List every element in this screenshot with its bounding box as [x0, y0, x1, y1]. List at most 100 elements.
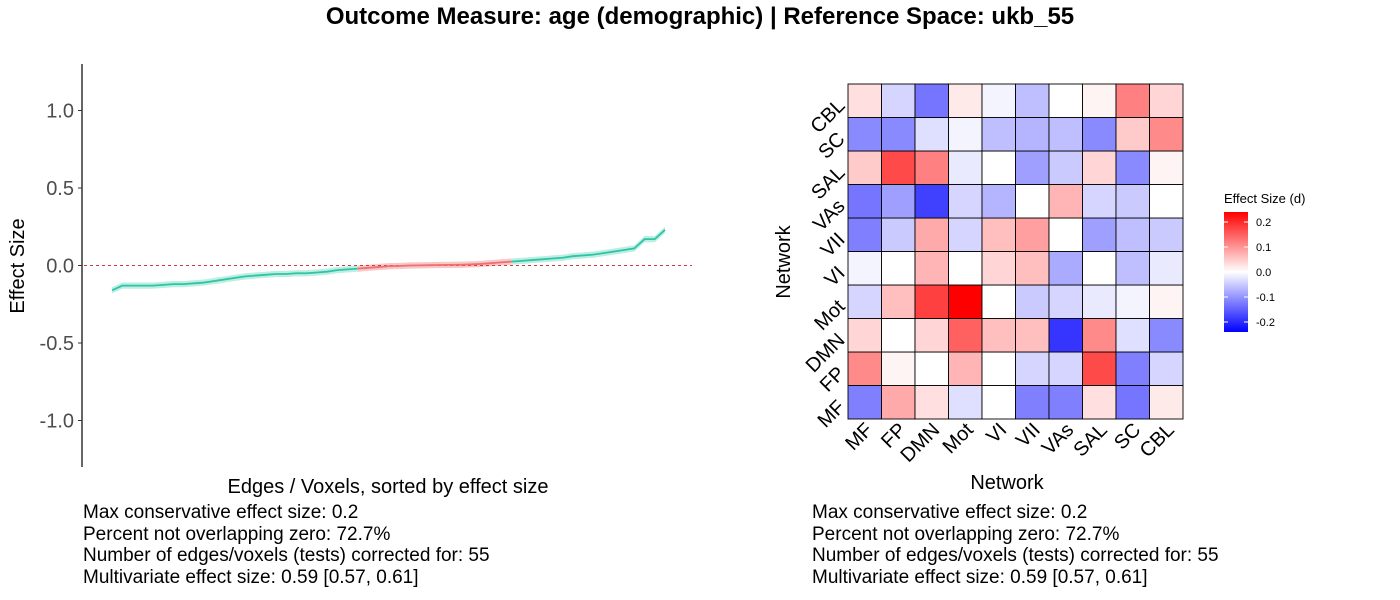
y-axis-label: Effect Size: [7, 218, 29, 313]
heatmap-cell: [914, 351, 949, 386]
stat-max-conservative: Max conservative effect size: 0.2: [812, 502, 1088, 523]
heatmap-cell: [1149, 83, 1184, 118]
heatmap-x-tick-label: Mot: [939, 419, 978, 458]
heatmap-cell: [1048, 385, 1083, 420]
heatmap-cell: [881, 351, 916, 386]
heatmap-cell: [1082, 251, 1117, 286]
heatmap-cell: [847, 318, 882, 353]
legend-tick-label: 0.0: [1256, 267, 1271, 279]
heatmap-cell: [914, 117, 949, 152]
heatmap-cell: [1048, 117, 1083, 152]
heatmap-cell: [1015, 217, 1050, 252]
heatmap-y-tick-label: CBL: [806, 95, 849, 138]
heatmap-cell: [948, 117, 983, 152]
heatmap-cell: [1015, 184, 1050, 219]
heatmap-cell: [948, 251, 983, 286]
stat-percent-not-overlapping: Percent not overlapping zero: 72.7%: [83, 523, 391, 545]
heatmap-cell: [1015, 284, 1050, 319]
heatmap-cell: [948, 150, 983, 185]
stat-multivariate-effect: Multivariate effect size: 0.59 [0.57, 0.…: [83, 566, 419, 588]
heatmap-cell: [1115, 117, 1150, 152]
legend-title: Effect Size (d): [1224, 191, 1305, 206]
heatmap-cell: [1082, 150, 1117, 185]
heatmap-cell: [981, 117, 1016, 152]
effect-line-segment: [511, 229, 666, 263]
heatmap-cell: [948, 284, 983, 319]
heatmap-cell: [847, 385, 882, 420]
heatmap-cell: [1082, 284, 1117, 319]
heatmap-cell: [1149, 217, 1184, 252]
heatmap-cell: [1048, 351, 1083, 386]
y-tick-label: 0.0: [46, 256, 74, 278]
heatmap-cell: [1149, 184, 1184, 219]
heatmap-cell: [881, 251, 916, 286]
heatmap-cell: [881, 318, 916, 353]
heatmap-cell: [948, 318, 983, 353]
heatmap-cell: [948, 217, 983, 252]
heatmap-cell: [914, 150, 949, 185]
heatmap-cell: [981, 351, 1016, 386]
heatmap-cell: [914, 217, 949, 252]
right-stats-block: Max conservative effect size: 0.2 Percen…: [812, 502, 1219, 588]
heatmap-cell: [847, 217, 882, 252]
stat-max-conservative: Max conservative effect size: 0.2: [83, 502, 359, 523]
heatmap-cell: [981, 184, 1016, 219]
heatmap-cell: [1015, 351, 1050, 386]
heatmap-x-axis-label: Network: [970, 472, 1044, 494]
effect-size-line-chart: -1.0 -0.5 0.0 0.5 1.0 Effect Size Edges / Vo…: [7, 64, 692, 498]
heatmap-cell: [1149, 284, 1184, 319]
heatmap-cell: [881, 284, 916, 319]
heatmap-cell: [1149, 351, 1184, 386]
heatmap-cell: [1149, 150, 1184, 185]
heatmap-cell: [1115, 217, 1150, 252]
heatmap-cell: [914, 284, 949, 319]
heatmap-cell: [1015, 150, 1050, 185]
confidence-band-segment: [112, 265, 358, 294]
heatmap-cell: [1015, 117, 1050, 152]
heatmap-cell: [1115, 184, 1150, 219]
heatmap-cell: [1015, 83, 1050, 118]
heatmap-x-tick-label: DMN: [897, 419, 945, 467]
heatmap-y-tick-label: MF: [814, 396, 850, 432]
heatmap-cell: [847, 251, 882, 286]
heatmap-cell: [981, 251, 1016, 286]
heatmap-cell: [881, 385, 916, 420]
heatmap-cell: [1082, 117, 1117, 152]
heatmap-cell: [1048, 284, 1083, 319]
heatmap-cell: [1115, 150, 1150, 185]
heatmap-cell: [881, 184, 916, 219]
heatmap-cell: [1115, 83, 1150, 118]
heatmap-cell: [914, 318, 949, 353]
y-tick-layer: -1.0 -0.5 0.0 0.5 1.0: [40, 101, 82, 433]
heatmap-cell: [914, 251, 949, 286]
legend-tick-label: -0.1: [1256, 292, 1275, 304]
heatmap-x-tick-label: SAL: [1069, 419, 1111, 461]
stat-multivariate-effect: Multivariate effect size: 0.59 [0.57, 0.…: [812, 566, 1148, 588]
heatmap-cell: [948, 385, 983, 420]
heatmap-cell: [847, 284, 882, 319]
heatmap-cell: [981, 217, 1016, 252]
heatmap-x-tick-label: MF: [841, 419, 877, 455]
heatmap-x-tick-label: CBL: [1136, 419, 1179, 462]
heatmap-cell: [981, 318, 1016, 353]
heatmap-y-tick-label: SAL: [807, 162, 849, 204]
color-legend: Effect Size (d) 0.2 0.1 0.0 -0.1 -0.2: [1224, 191, 1305, 332]
heatmap-cell: [914, 184, 949, 219]
heatmap-x-tick-label: VI: [982, 419, 1011, 448]
heatmap-cell: [1048, 251, 1083, 286]
heatmap-y-tick-label: VI: [821, 262, 850, 291]
heatmap-cell: [1149, 318, 1184, 353]
heatmap-cell: [1048, 83, 1083, 118]
heatmap-cell-layer: [847, 83, 1184, 420]
heatmap-cell: [1048, 318, 1083, 353]
heatmap-cell: [847, 83, 882, 118]
heatmap-cell: [1082, 184, 1117, 219]
heatmap-cell: [948, 184, 983, 219]
stat-tests-corrected: Number of edges/voxels (tests) corrected…: [83, 545, 490, 566]
heatmap-cell: [948, 83, 983, 118]
x-axis-label: Edges / Voxels, sorted by effect size: [228, 476, 549, 498]
heatmap-cell: [1082, 83, 1117, 118]
